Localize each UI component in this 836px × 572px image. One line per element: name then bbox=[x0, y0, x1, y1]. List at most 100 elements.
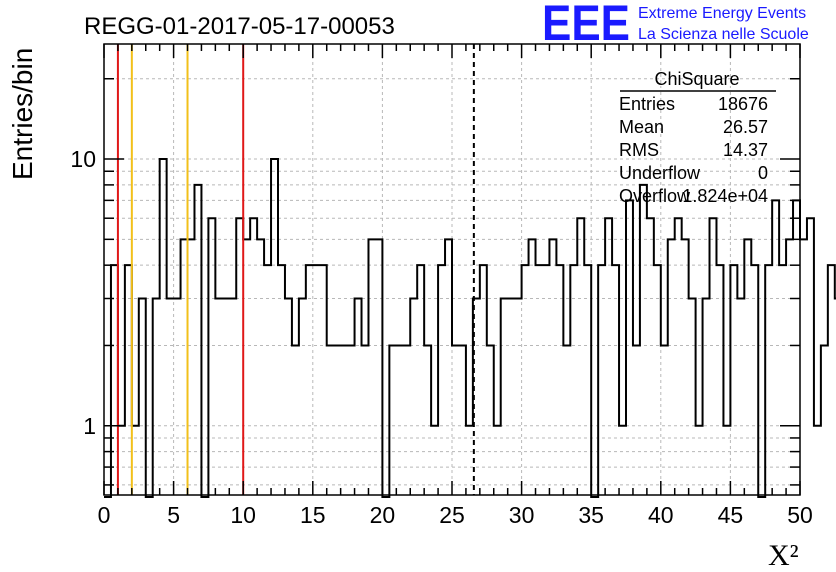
histogram-bin bbox=[299, 299, 306, 495]
histogram-bin bbox=[487, 345, 494, 495]
histogram-bin bbox=[577, 218, 584, 495]
histogram-bin bbox=[410, 299, 417, 495]
histogram-bin bbox=[716, 265, 723, 495]
histogram-bin bbox=[793, 200, 800, 495]
histogram-bin bbox=[403, 345, 410, 495]
histogram-bin bbox=[334, 345, 341, 495]
histogram-bin bbox=[765, 265, 772, 495]
histogram-bin bbox=[452, 345, 459, 495]
stats-label: Underflow bbox=[619, 163, 701, 183]
histogram-bin bbox=[821, 345, 828, 495]
histogram-bin bbox=[654, 265, 661, 495]
histogram-bin bbox=[480, 265, 487, 495]
reference-lines bbox=[116, 44, 475, 495]
tick-labels: 0 5 10 15 20 25 30 35 40 45 50 1 10 bbox=[70, 146, 812, 528]
histogram-bin bbox=[431, 426, 438, 495]
histogram-bin bbox=[320, 265, 327, 495]
grid bbox=[104, 44, 800, 495]
stats-label: Entries bbox=[619, 94, 675, 114]
histogram-bin bbox=[215, 299, 222, 495]
x-tick-label: 40 bbox=[648, 502, 674, 528]
histogram-bin bbox=[236, 218, 243, 495]
histogram-bin bbox=[459, 345, 466, 495]
histogram-bin bbox=[515, 299, 522, 495]
histogram-bin bbox=[696, 426, 703, 495]
logo-line-2: La Scienza nelle Scuole bbox=[638, 26, 809, 43]
histogram-bin bbox=[710, 218, 717, 495]
histogram-bin bbox=[814, 426, 821, 495]
stats-label: RMS bbox=[619, 140, 659, 160]
chart-title: REGG-01-2017-05-17-00053 bbox=[84, 13, 395, 40]
logo-line-1: Extreme Energy Events bbox=[638, 5, 806, 22]
histogram-bin bbox=[250, 218, 257, 495]
stats-value: 14.37 bbox=[723, 140, 768, 160]
histogram-bin bbox=[598, 265, 605, 495]
histogram-bin bbox=[160, 159, 167, 495]
histogram-bin bbox=[389, 345, 396, 495]
x-tick-label: 0 bbox=[98, 502, 111, 528]
histogram-bin bbox=[264, 265, 271, 495]
histogram-bin bbox=[181, 239, 188, 495]
histogram-bin bbox=[271, 159, 278, 495]
histogram-bins bbox=[104, 158, 836, 498]
histogram-bin bbox=[529, 239, 536, 495]
histogram-bin bbox=[125, 265, 132, 495]
stats-label: Overflow bbox=[619, 186, 691, 206]
histogram-bin bbox=[689, 299, 696, 495]
histogram-bin bbox=[118, 426, 125, 495]
histogram-bin bbox=[828, 265, 835, 495]
histogram-bin bbox=[362, 345, 369, 495]
histogram-bin bbox=[285, 299, 292, 495]
histogram-bin bbox=[682, 239, 689, 495]
histogram-bin bbox=[445, 239, 452, 495]
histogram-bin bbox=[730, 265, 737, 495]
histogram-bin bbox=[222, 299, 229, 495]
histogram-bin bbox=[257, 239, 264, 495]
y-axis-label: Entries/bin bbox=[7, 48, 38, 180]
x-tick-label: 10 bbox=[230, 502, 256, 528]
histogram-bin bbox=[396, 345, 403, 495]
x-axis-label: X² bbox=[768, 539, 799, 572]
histogram-bin bbox=[556, 265, 563, 495]
stats-value: 1.824e+04 bbox=[682, 186, 768, 206]
stats-title: ChiSquare bbox=[654, 69, 739, 89]
histogram-bin bbox=[563, 345, 570, 495]
histogram-bin bbox=[786, 239, 793, 495]
histogram-bin bbox=[167, 299, 174, 495]
histogram-bin bbox=[522, 265, 529, 495]
histogram-bin bbox=[466, 426, 473, 495]
histogram-bin bbox=[772, 200, 779, 495]
histogram-bin bbox=[208, 218, 215, 495]
histogram-bin bbox=[194, 185, 201, 495]
histogram-bin bbox=[375, 239, 382, 495]
x-tick-label: 15 bbox=[300, 502, 326, 528]
axis-ticks bbox=[103, 44, 801, 495]
histogram-bin bbox=[368, 239, 375, 495]
histogram-bin bbox=[737, 299, 744, 495]
histogram-bin bbox=[744, 239, 751, 495]
stats-box-bg bbox=[612, 88, 780, 89]
stats-value: 26.57 bbox=[723, 117, 768, 137]
histogram-bin bbox=[612, 265, 619, 495]
histogram-bin bbox=[424, 345, 431, 495]
histogram-bin bbox=[313, 265, 320, 495]
histogram-bin bbox=[153, 299, 160, 495]
histogram-bin bbox=[570, 265, 577, 495]
stats-rows: Entries 18676 Mean 26.57 RMS 14.37 Underflow 0 O… bbox=[619, 94, 768, 206]
histogram-bin bbox=[327, 345, 334, 495]
histogram-bin bbox=[751, 265, 758, 495]
x-tick-label: 20 bbox=[370, 502, 396, 528]
histogram-bin bbox=[348, 345, 355, 495]
histogram-bin bbox=[536, 265, 543, 495]
histogram-bin bbox=[668, 239, 675, 495]
histogram-bin bbox=[355, 299, 362, 495]
histogram-bin bbox=[661, 345, 668, 495]
histogram-bin bbox=[542, 265, 549, 495]
histogram-outline bbox=[104, 158, 836, 498]
x-tick-label: 5 bbox=[167, 502, 180, 528]
histogram-bin bbox=[292, 345, 299, 495]
histogram-bin bbox=[508, 299, 515, 495]
histogram-bin bbox=[139, 299, 146, 495]
stats-label: Mean bbox=[619, 117, 664, 137]
histogram-bin bbox=[605, 218, 612, 495]
